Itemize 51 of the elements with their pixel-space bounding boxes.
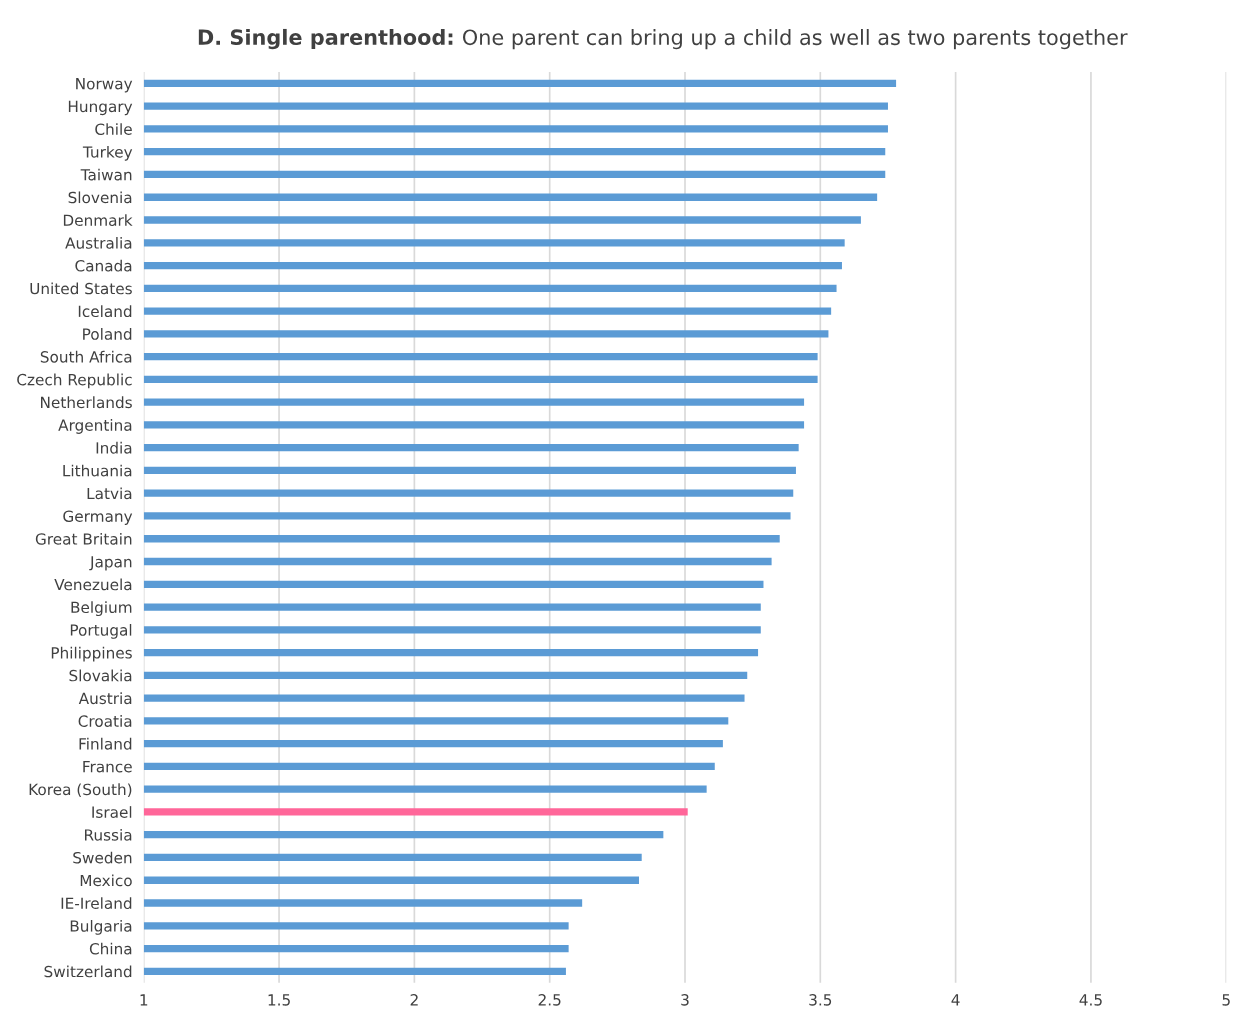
chart-subtitle: One parent can bring up a child as well as two parents together — [462, 29, 1128, 50]
y-tick-label: IE-Ireland — [61, 897, 132, 910]
y-tick-label: Belgium — [71, 601, 132, 617]
y-tick-label: Japan — [89, 556, 132, 571]
y-tick-label: China — [89, 942, 132, 955]
y-tick-label: France — [83, 761, 132, 773]
y-tick-label: Great Britain — [35, 532, 132, 545]
x-tick-label: 4 — [951, 994, 960, 1006]
x-tick-label: 2 — [410, 994, 418, 1006]
y-tick-label: Croatia — [78, 715, 132, 727]
y-tick-label: Denmark — [63, 214, 133, 227]
x-tick-label: 4.5 — [1079, 994, 1102, 1006]
y-tick-label: Chile — [95, 123, 132, 135]
y-tick-label: Canada — [75, 259, 132, 272]
y-tick-label: Australia — [65, 236, 132, 249]
y-tick-label: United States — [30, 282, 132, 295]
y-tick-label: Portugal — [70, 624, 132, 639]
y-tick-label: Philippines — [51, 646, 132, 662]
y-tick-label: Hungary — [68, 100, 133, 116]
x-tick-label: 3 — [681, 994, 689, 1006]
y-tick-label: Mexico — [80, 874, 132, 887]
y-tick-label: Bulgaria — [70, 919, 132, 935]
y-tick-label: Czech Republic — [17, 373, 132, 389]
y-tick-label: Finland — [79, 737, 132, 750]
x-tick-label: 5 — [1222, 994, 1230, 1006]
y-tick-label: Austria — [78, 692, 132, 705]
x-tick-label: 1.5 — [268, 994, 290, 1006]
chart-title: D. Single parenthood: — [198, 28, 453, 50]
y-tick-label: Venezuela — [54, 578, 132, 591]
y-tick-label: Poland — [83, 328, 132, 340]
y-tick-label: South Africa — [40, 350, 132, 363]
y-tick-label: Netherlands — [41, 396, 132, 409]
y-tick-label: Switzerland — [44, 965, 132, 978]
y-tick-label: Norway — [76, 78, 133, 93]
y-tick-label: Sweden — [73, 851, 132, 864]
x-tick-label: 3.5 — [809, 994, 832, 1006]
y-tick-label: Lithuania — [63, 464, 132, 477]
y-tick-label: Taiwan — [80, 168, 132, 181]
y-tick-label: Argentina — [58, 419, 132, 434]
y-tick-label: Iceland — [78, 305, 132, 318]
y-tick-label: Korea (South) — [29, 783, 132, 797]
y-tick-label: Israel — [92, 806, 132, 818]
x-tick-label: 1 — [140, 994, 148, 1006]
y-tick-label: Turkey — [82, 145, 133, 161]
y-tick-label: India — [96, 441, 132, 454]
y-tick-label: Slovakia — [69, 669, 132, 682]
x-tick-label: 2.5 — [538, 994, 561, 1006]
y-tick-label: Germany — [63, 510, 133, 525]
y-tick-label: Russia — [85, 828, 132, 841]
y-tick-label: Latvia — [87, 487, 132, 500]
y-tick-label: Slovenia — [68, 191, 132, 204]
